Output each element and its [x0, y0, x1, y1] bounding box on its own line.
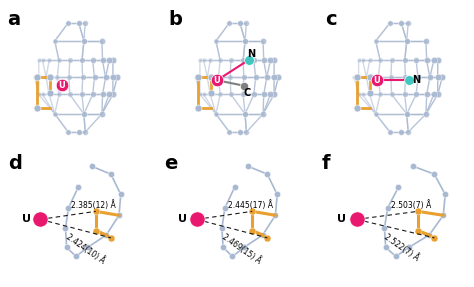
Text: a: a: [7, 10, 20, 29]
Text: 2.424(10) Å: 2.424(10) Å: [64, 232, 106, 265]
Text: U: U: [214, 76, 220, 85]
Text: 2.522(7) Å: 2.522(7) Å: [383, 232, 421, 263]
Text: 2.469(15) Å: 2.469(15) Å: [220, 232, 263, 266]
Text: d: d: [8, 154, 22, 173]
Text: U: U: [337, 214, 346, 224]
Text: f: f: [321, 154, 329, 173]
Text: N: N: [412, 75, 420, 85]
Text: c: c: [325, 10, 337, 29]
Text: U: U: [22, 214, 30, 224]
Text: b: b: [168, 10, 182, 29]
Text: 2.503(7) Å: 2.503(7) Å: [391, 201, 431, 210]
Text: 2.445(17) Å: 2.445(17) Å: [228, 201, 273, 210]
Text: U: U: [178, 214, 187, 224]
Text: 2.385(12) Å: 2.385(12) Å: [71, 201, 116, 210]
Text: U: U: [58, 81, 65, 90]
Text: C: C: [244, 88, 251, 98]
Text: e: e: [164, 154, 178, 173]
Text: U: U: [374, 76, 380, 85]
Text: N: N: [247, 49, 255, 59]
